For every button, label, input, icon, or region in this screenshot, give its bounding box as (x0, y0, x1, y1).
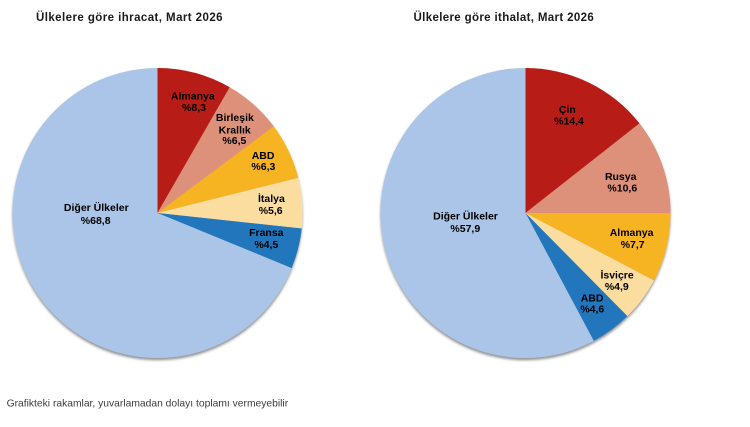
svg-text:Fransa: Fransa (249, 227, 284, 239)
svg-text:İtalya: İtalya (258, 192, 285, 205)
svg-text:%14,4: %14,4 (554, 116, 584, 128)
svg-text:%10,6: %10,6 (607, 183, 637, 195)
svg-text:%5,6: %5,6 (259, 205, 283, 217)
svg-text:Diğer Ülkeler: Diğer Ülkeler (433, 210, 498, 223)
svg-text:%68,8: %68,8 (81, 215, 111, 227)
svg-text:Çin: Çin (559, 104, 576, 116)
svg-text:Ülkelere göre ihracat, Mart 20: Ülkelere göre ihracat, Mart 2026 (36, 11, 223, 24)
svg-text:Ülkelere göre ithalat, Mart 20: Ülkelere göre ithalat, Mart 2026 (414, 11, 595, 24)
svg-text:Grafikteki rakamlar, yuvarlama: Grafikteki rakamlar, yuvarlamadan dolayı… (7, 398, 289, 409)
svg-text:%57,9: %57,9 (450, 223, 480, 235)
svg-text:Almanya: Almanya (171, 91, 215, 103)
svg-text:ABD: ABD (252, 150, 275, 162)
svg-text:Krallık: Krallık (219, 125, 251, 137)
svg-text:%4,6: %4,6 (580, 304, 604, 316)
svg-text:İsviçre: İsviçre (600, 269, 633, 282)
svg-text:%4,9: %4,9 (605, 281, 629, 293)
svg-text:%6,3: %6,3 (251, 161, 275, 173)
svg-text:ABD: ABD (581, 293, 604, 305)
svg-text:Diğer Ülkeler: Diğer Ülkeler (64, 201, 129, 214)
svg-text:%8,3: %8,3 (182, 102, 206, 114)
svg-text:Rusya: Rusya (605, 171, 637, 183)
svg-text:Birleşik: Birleşik (216, 112, 254, 124)
svg-text:%4,5: %4,5 (254, 239, 278, 251)
svg-text:Almanya: Almanya (610, 227, 654, 239)
svg-text:%7,7: %7,7 (621, 239, 645, 251)
svg-text:%6,5: %6,5 (222, 135, 246, 147)
